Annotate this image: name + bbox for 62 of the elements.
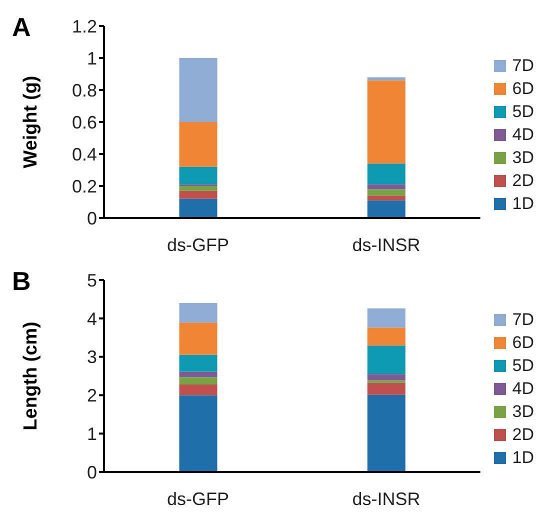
legend-label: 2D xyxy=(512,171,534,191)
bar xyxy=(367,164,406,184)
bar xyxy=(179,190,218,199)
y-tick-label: 4 xyxy=(86,308,97,329)
legend-label: 3D xyxy=(512,148,534,168)
bar xyxy=(367,328,406,346)
y-tick-label: 0 xyxy=(86,208,97,228)
y-axis-title: Weight (g) xyxy=(20,76,42,168)
y-tick-label: 3 xyxy=(86,347,97,368)
y-tick-label: 5 xyxy=(86,270,97,290)
x-tick-label: ds-GFP xyxy=(167,488,230,509)
y-tick-label: 0.6 xyxy=(72,112,97,132)
bar xyxy=(367,394,406,472)
bar xyxy=(179,377,218,384)
chart-title: A xyxy=(12,12,31,43)
y-tick-label: 1.2 xyxy=(72,16,97,36)
y-tick-label: 0.8 xyxy=(72,80,97,100)
legend-label: 5D xyxy=(512,102,534,122)
x-tick-label: ds-GFP xyxy=(167,234,230,255)
legend-label: 6D xyxy=(512,333,534,353)
bar xyxy=(367,196,406,200)
bar xyxy=(179,166,218,184)
y-tick-label: 2 xyxy=(86,386,97,406)
bar xyxy=(367,80,406,164)
bar xyxy=(179,58,218,122)
bar xyxy=(367,382,406,395)
x-tick-label: ds-INSR xyxy=(352,234,420,255)
y-tick-label: 0 xyxy=(86,462,97,482)
legend-label: 7D xyxy=(512,56,534,76)
legend-label: 1D xyxy=(512,448,534,468)
legend-label: 3D xyxy=(512,402,534,422)
bar xyxy=(367,184,406,190)
bar xyxy=(179,354,218,372)
bar xyxy=(179,122,218,167)
y-tick-label: 0.4 xyxy=(72,144,97,164)
legend-label: 4D xyxy=(512,125,534,145)
y-tick-label: 1 xyxy=(86,48,97,68)
y-tick-label: 0.2 xyxy=(72,176,97,196)
bar xyxy=(179,384,218,396)
bar xyxy=(367,308,406,328)
legend-label: 5D xyxy=(512,356,534,376)
bar xyxy=(367,77,406,80)
bar xyxy=(179,395,218,472)
chart-title: B xyxy=(12,266,31,297)
y-tick-label: 1 xyxy=(86,424,97,444)
bar xyxy=(367,380,406,383)
bar xyxy=(179,186,218,191)
legend-label: 2D xyxy=(512,425,534,445)
bar xyxy=(367,189,406,196)
bar xyxy=(367,346,406,374)
bar xyxy=(179,198,218,218)
y-axis-title: Length (cm) xyxy=(20,322,42,430)
bar xyxy=(179,372,218,378)
bar xyxy=(179,303,218,323)
bar xyxy=(179,322,218,355)
legend-label: 1D xyxy=(512,194,534,214)
legend-label: 7D xyxy=(512,310,534,330)
bar xyxy=(367,374,406,380)
legend-label: 6D xyxy=(512,79,534,99)
bar xyxy=(367,200,406,218)
legend-label: 4D xyxy=(512,379,534,399)
x-tick-label: ds-INSR xyxy=(352,488,420,509)
